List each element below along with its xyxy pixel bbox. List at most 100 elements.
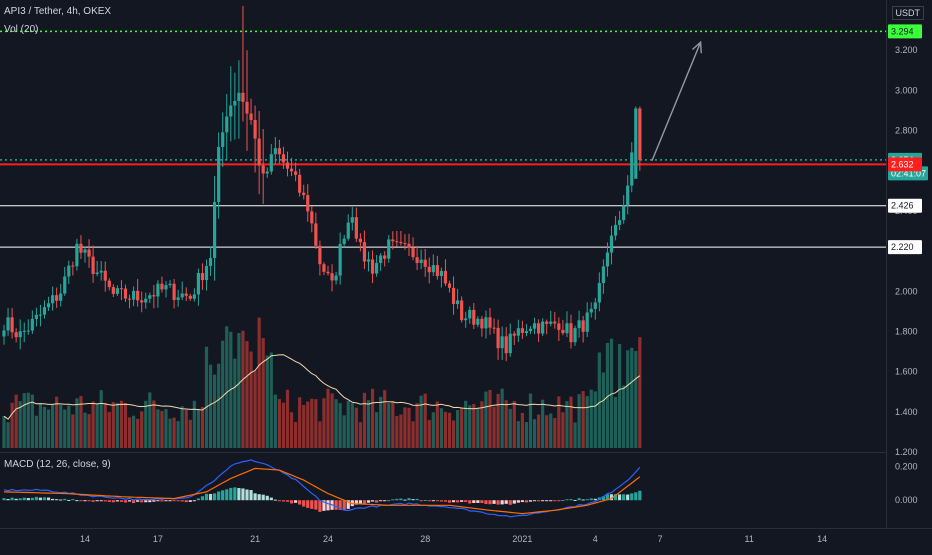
candle-body <box>532 323 537 329</box>
candle-body <box>439 270 443 277</box>
volume-bar <box>419 395 423 448</box>
volume-bar <box>192 400 196 448</box>
volume-indicator-label: Vol (20) <box>4 24 39 35</box>
candle-body <box>589 308 593 313</box>
candle-body <box>322 264 326 272</box>
volume-bar <box>10 402 14 448</box>
volume-bar <box>383 390 387 448</box>
macd-histogram-bar <box>281 500 286 502</box>
volume-bar <box>204 346 209 448</box>
macd-histogram-bar <box>326 500 330 511</box>
macd-histogram-bar <box>192 500 196 502</box>
volume-bar <box>172 417 176 448</box>
macd-histogram-bar <box>213 493 217 501</box>
volume-bar <box>634 350 638 448</box>
price-tag-label: 2.426 <box>891 201 914 211</box>
volume-bar <box>289 412 294 448</box>
volume-bar <box>577 394 581 448</box>
volume-bar <box>330 393 334 448</box>
currency-button[interactable]: USDT <box>891 6 924 20</box>
volume-bar <box>545 415 549 448</box>
macd-histogram-bar <box>403 499 407 501</box>
macd-histogram-bar <box>626 494 630 501</box>
macd-histogram-bar <box>557 500 561 502</box>
candle-body <box>281 154 286 163</box>
candle-body <box>38 314 43 316</box>
volume-bar <box>395 416 399 448</box>
macd-histogram-bar <box>532 500 537 502</box>
candle-body <box>10 317 14 333</box>
candle-body <box>294 171 298 175</box>
macd-histogram-bar <box>51 498 55 501</box>
price-tick-label: 3.000 <box>895 85 918 95</box>
candle-body <box>249 113 253 120</box>
candle-body <box>67 265 71 277</box>
volume-bar <box>500 388 504 448</box>
volume-bar <box>488 389 492 448</box>
macd-histogram-bar <box>561 500 565 502</box>
candle-body <box>472 309 476 325</box>
candle-body <box>334 275 338 281</box>
volume-bar <box>468 405 472 448</box>
macd-histogram-bar <box>338 500 342 510</box>
volume-bar <box>431 412 435 448</box>
volume-bar <box>496 393 500 448</box>
candle-body <box>460 300 464 321</box>
candle-body <box>140 300 144 303</box>
volume-bar <box>213 374 217 448</box>
volume-bar <box>569 396 573 448</box>
candle-body <box>103 270 107 281</box>
candle-body <box>626 185 630 206</box>
macd-histogram-bar <box>537 500 541 502</box>
volume-bar <box>115 402 119 448</box>
candle-body <box>484 317 488 329</box>
candle-body <box>456 300 460 305</box>
candle-body <box>208 257 213 266</box>
candle-body <box>391 239 395 242</box>
volume-bar <box>605 342 610 448</box>
volume-bar <box>233 358 237 448</box>
macd-indicator-label: MACD (12, 26, close, 9) <box>4 459 111 470</box>
macd-histogram-bar <box>370 500 375 502</box>
macd-histogram-bar <box>253 493 257 501</box>
price-tag-label: 2.632 <box>891 159 914 169</box>
volume-bar <box>257 317 261 448</box>
candle-body <box>79 243 83 253</box>
volume-bar <box>589 389 593 448</box>
volume-bar <box>618 343 622 448</box>
volume-bar <box>67 405 71 448</box>
candle-body <box>164 285 168 290</box>
volume-bar <box>484 391 488 448</box>
macd-histogram-bar <box>383 500 387 502</box>
candle-body <box>184 293 188 296</box>
volume-bar <box>314 399 318 448</box>
volume-bar <box>504 400 508 448</box>
macd-histogram-bar <box>217 491 221 501</box>
macd-histogram-bar <box>160 500 164 502</box>
candle-body <box>176 297 180 300</box>
macd-histogram-bar <box>314 500 318 510</box>
macd-histogram-bar <box>289 500 294 504</box>
candle-body <box>192 294 196 299</box>
volume-bar <box>557 396 561 448</box>
macd-histogram-bar <box>83 500 87 502</box>
volume-bar <box>217 363 221 448</box>
candle-body <box>338 244 342 276</box>
volume-bar <box>164 409 168 448</box>
macd-histogram-bar <box>387 500 391 502</box>
volume-bar <box>407 407 411 448</box>
macd-histogram-bar <box>310 500 314 509</box>
macd-histogram-bar <box>638 490 642 501</box>
volume-bar <box>95 403 99 448</box>
volume-bar <box>306 401 310 448</box>
candle-body <box>245 101 249 114</box>
time-tick-label: 28 <box>420 534 430 544</box>
macd-histogram-bar <box>520 500 524 503</box>
candle-body <box>241 92 245 102</box>
macd-histogram-bar <box>59 499 63 501</box>
macd-histogram-bar <box>504 500 508 504</box>
candle-body <box>407 243 411 248</box>
volume-ma-line <box>3 354 641 420</box>
